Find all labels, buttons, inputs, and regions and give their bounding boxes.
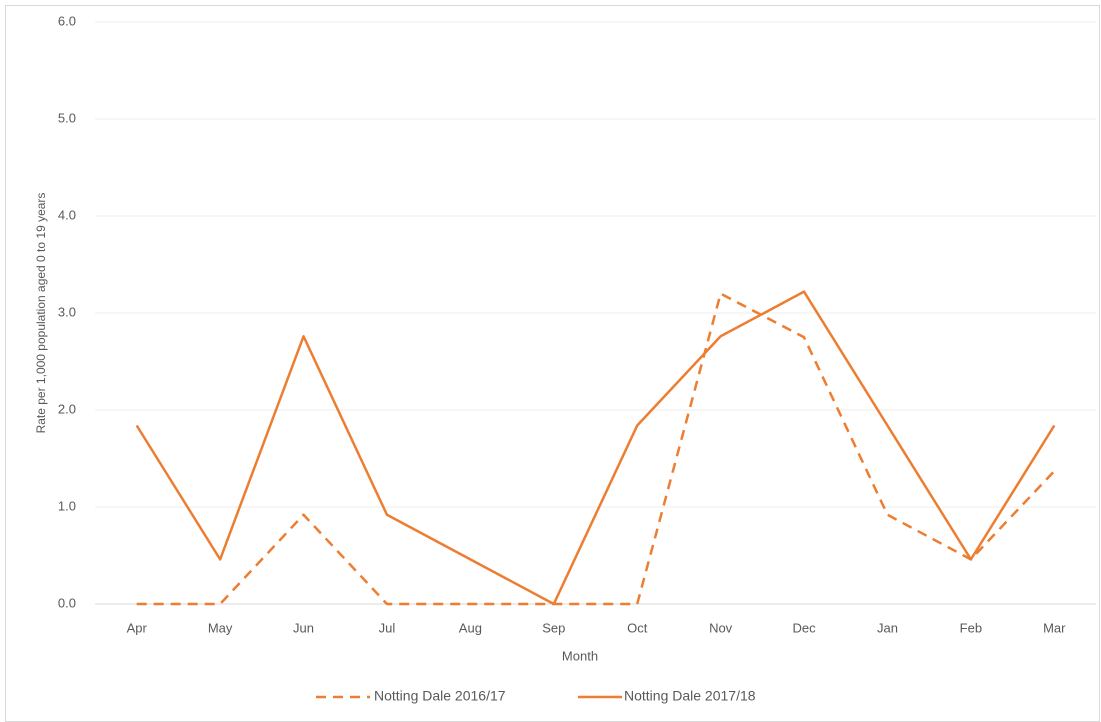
y-tick-label: 5.0: [58, 110, 76, 125]
x-tick-label: Oct: [627, 620, 648, 635]
x-tick-label: May: [208, 620, 233, 635]
data-line: [136, 292, 1056, 606]
x-tick-label: Jun: [293, 620, 314, 635]
legend-label: Notting Dale 2016/17: [374, 688, 506, 704]
x-tick-label: Jan: [877, 620, 898, 635]
x-tick-label: Apr: [127, 620, 148, 635]
x-tick-label: Mar: [1043, 620, 1066, 635]
x-tick-label: Sep: [542, 620, 565, 635]
y-axis-label: Rate per 1,000 population aged 0 to 19 y…: [34, 193, 48, 434]
y-tick-label: 2.0: [58, 401, 76, 416]
data-line: [135, 290, 1056, 606]
x-tick-label: Nov: [709, 620, 733, 635]
x-tick-label: Feb: [960, 620, 982, 635]
x-tick-label: Dec: [792, 620, 816, 635]
x-axis-label: Month: [562, 648, 598, 663]
x-tick-label: Aug: [459, 620, 482, 635]
y-tick-label: 0.0: [58, 595, 76, 610]
legend-label: Notting Dale 2017/18: [624, 688, 756, 704]
x-tick-label: Jul: [379, 620, 396, 635]
y-tick-label: 6.0: [58, 13, 76, 28]
y-tick-label: 3.0: [58, 304, 76, 319]
chart-frame: [5, 5, 1100, 722]
y-tick-label: 4.0: [58, 207, 76, 222]
y-tick-label: 1.0: [58, 498, 76, 513]
